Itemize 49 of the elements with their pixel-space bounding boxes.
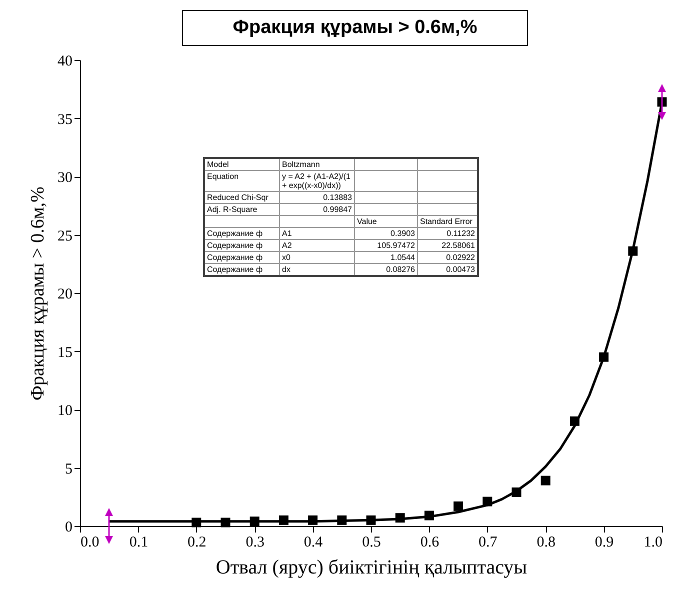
y-tick-label: 20 [58, 286, 72, 302]
x-tick-label: 1.0 [644, 534, 662, 550]
annotation: A1 [280, 228, 354, 240]
annotation: Содержание ф [204, 240, 280, 252]
x-tick-label: 0.8 [536, 534, 556, 550]
annotation: A2 [280, 240, 354, 252]
annotation: Reduced Chi-Sqr [204, 192, 280, 204]
annotation: Boltzmann [280, 158, 354, 170]
annotation: Содержание ф [204, 252, 280, 264]
annotation: Adj. R-Square [204, 204, 280, 216]
x-tick-label: 0.9 [594, 534, 614, 550]
annotation: 1.0544 [354, 252, 418, 264]
x-tick-label: 0.5 [362, 534, 381, 550]
x-tick-label: 0.2 [188, 534, 206, 550]
annotation: 0.08276 [354, 264, 418, 276]
x-tick-label: 0.3 [246, 534, 264, 550]
annotation: x0 [280, 252, 354, 264]
annotation: Standard Error [418, 216, 478, 228]
annotation: 0.00473 [418, 264, 478, 276]
annotation: 0.13883 [280, 192, 354, 204]
x-tick-label: 0.0 [80, 534, 100, 550]
x-tick-label: 0.4 [304, 534, 324, 550]
annotation: 0.99847 [280, 204, 354, 216]
y-tick-label: 30 [58, 170, 72, 186]
y-axis-title: Фракция құрамы > 0.6м,% [28, 186, 48, 401]
annotation: 105.97472 [354, 240, 418, 252]
x-tick-label: 0.1 [129, 534, 148, 550]
y-tick-label: 0 [65, 520, 72, 536]
x-axis-title: Отвал (ярус) биіктігінің қалыптасуы [216, 556, 528, 578]
annotation: Содержание ф [204, 228, 280, 240]
annotation: dx [280, 264, 354, 276]
annotation: Value [354, 216, 418, 228]
y-tick-label: 35 [58, 112, 72, 128]
annotation: Equation [204, 170, 280, 192]
x-tick-label: 0.6 [420, 534, 440, 550]
annotation: 0.11232 [418, 228, 478, 240]
y-tick-label: 10 [58, 403, 72, 419]
annotation: 22.58061 [418, 240, 478, 252]
annotation: y = A2 + (A1-A2)/(1 + exp((x-x0)/dx)) [280, 170, 354, 192]
y-tick-label: 25 [58, 228, 72, 244]
y-tick-label: 40 [58, 54, 72, 70]
annotation: 0.02922 [418, 252, 478, 264]
y-tick-label: 15 [58, 344, 72, 361]
y-tick-label: 5 [65, 461, 72, 478]
x-tick-label: 0.7 [478, 534, 498, 550]
annotation: Содержание ф [204, 264, 280, 276]
annotation: Model [204, 158, 280, 170]
chart-title: Фракция құрамы > 0.6м,% [182, 10, 528, 46]
annotation: 0.3903 [354, 228, 418, 240]
